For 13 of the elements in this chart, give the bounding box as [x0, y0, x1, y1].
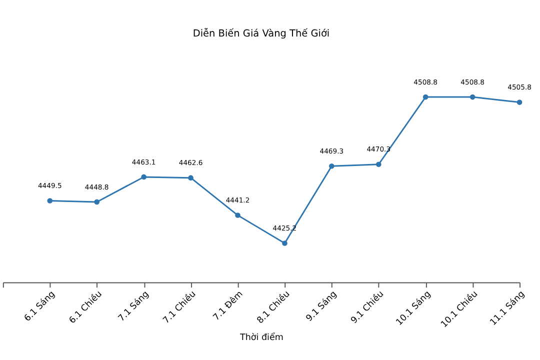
point [422, 94, 428, 100]
point [376, 162, 382, 168]
point [94, 199, 100, 205]
x-axis-title: Thời điểm [238, 332, 284, 343]
point [235, 212, 240, 218]
point [188, 175, 194, 180]
point [47, 198, 53, 204]
point [470, 94, 476, 100]
point [282, 240, 288, 246]
chart-title: Diễn Biến Giá Vàng Thế Giới [192, 28, 330, 40]
point [141, 174, 146, 180]
point [516, 100, 522, 105]
point [329, 163, 334, 169]
